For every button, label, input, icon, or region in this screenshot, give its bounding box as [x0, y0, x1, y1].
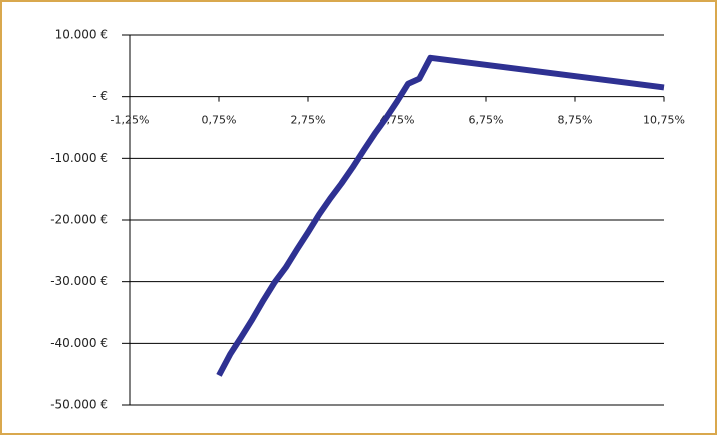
x-tick-label: 6,75% [469, 114, 504, 127]
y-tick-label: -50.000 € [50, 398, 108, 412]
x-tick-label: -1,25% [111, 114, 150, 127]
y-tick-label: -30.000 € [50, 274, 108, 288]
y-tick-label: 10.000 € [55, 28, 108, 42]
y-tick-label: -20.000 € [50, 213, 108, 227]
y-tick-label: -10.000 € [50, 151, 108, 165]
data-line [216, 54, 665, 377]
x-tick-label: 2,75% [291, 114, 326, 127]
x-tick-label: 10,75% [643, 114, 685, 127]
x-tick-label: 0,75% [202, 114, 237, 127]
y-tick-label: -40.000 € [50, 336, 108, 350]
y-tick-label: - € [92, 89, 108, 103]
x-tick-label: 8,75% [558, 114, 593, 127]
